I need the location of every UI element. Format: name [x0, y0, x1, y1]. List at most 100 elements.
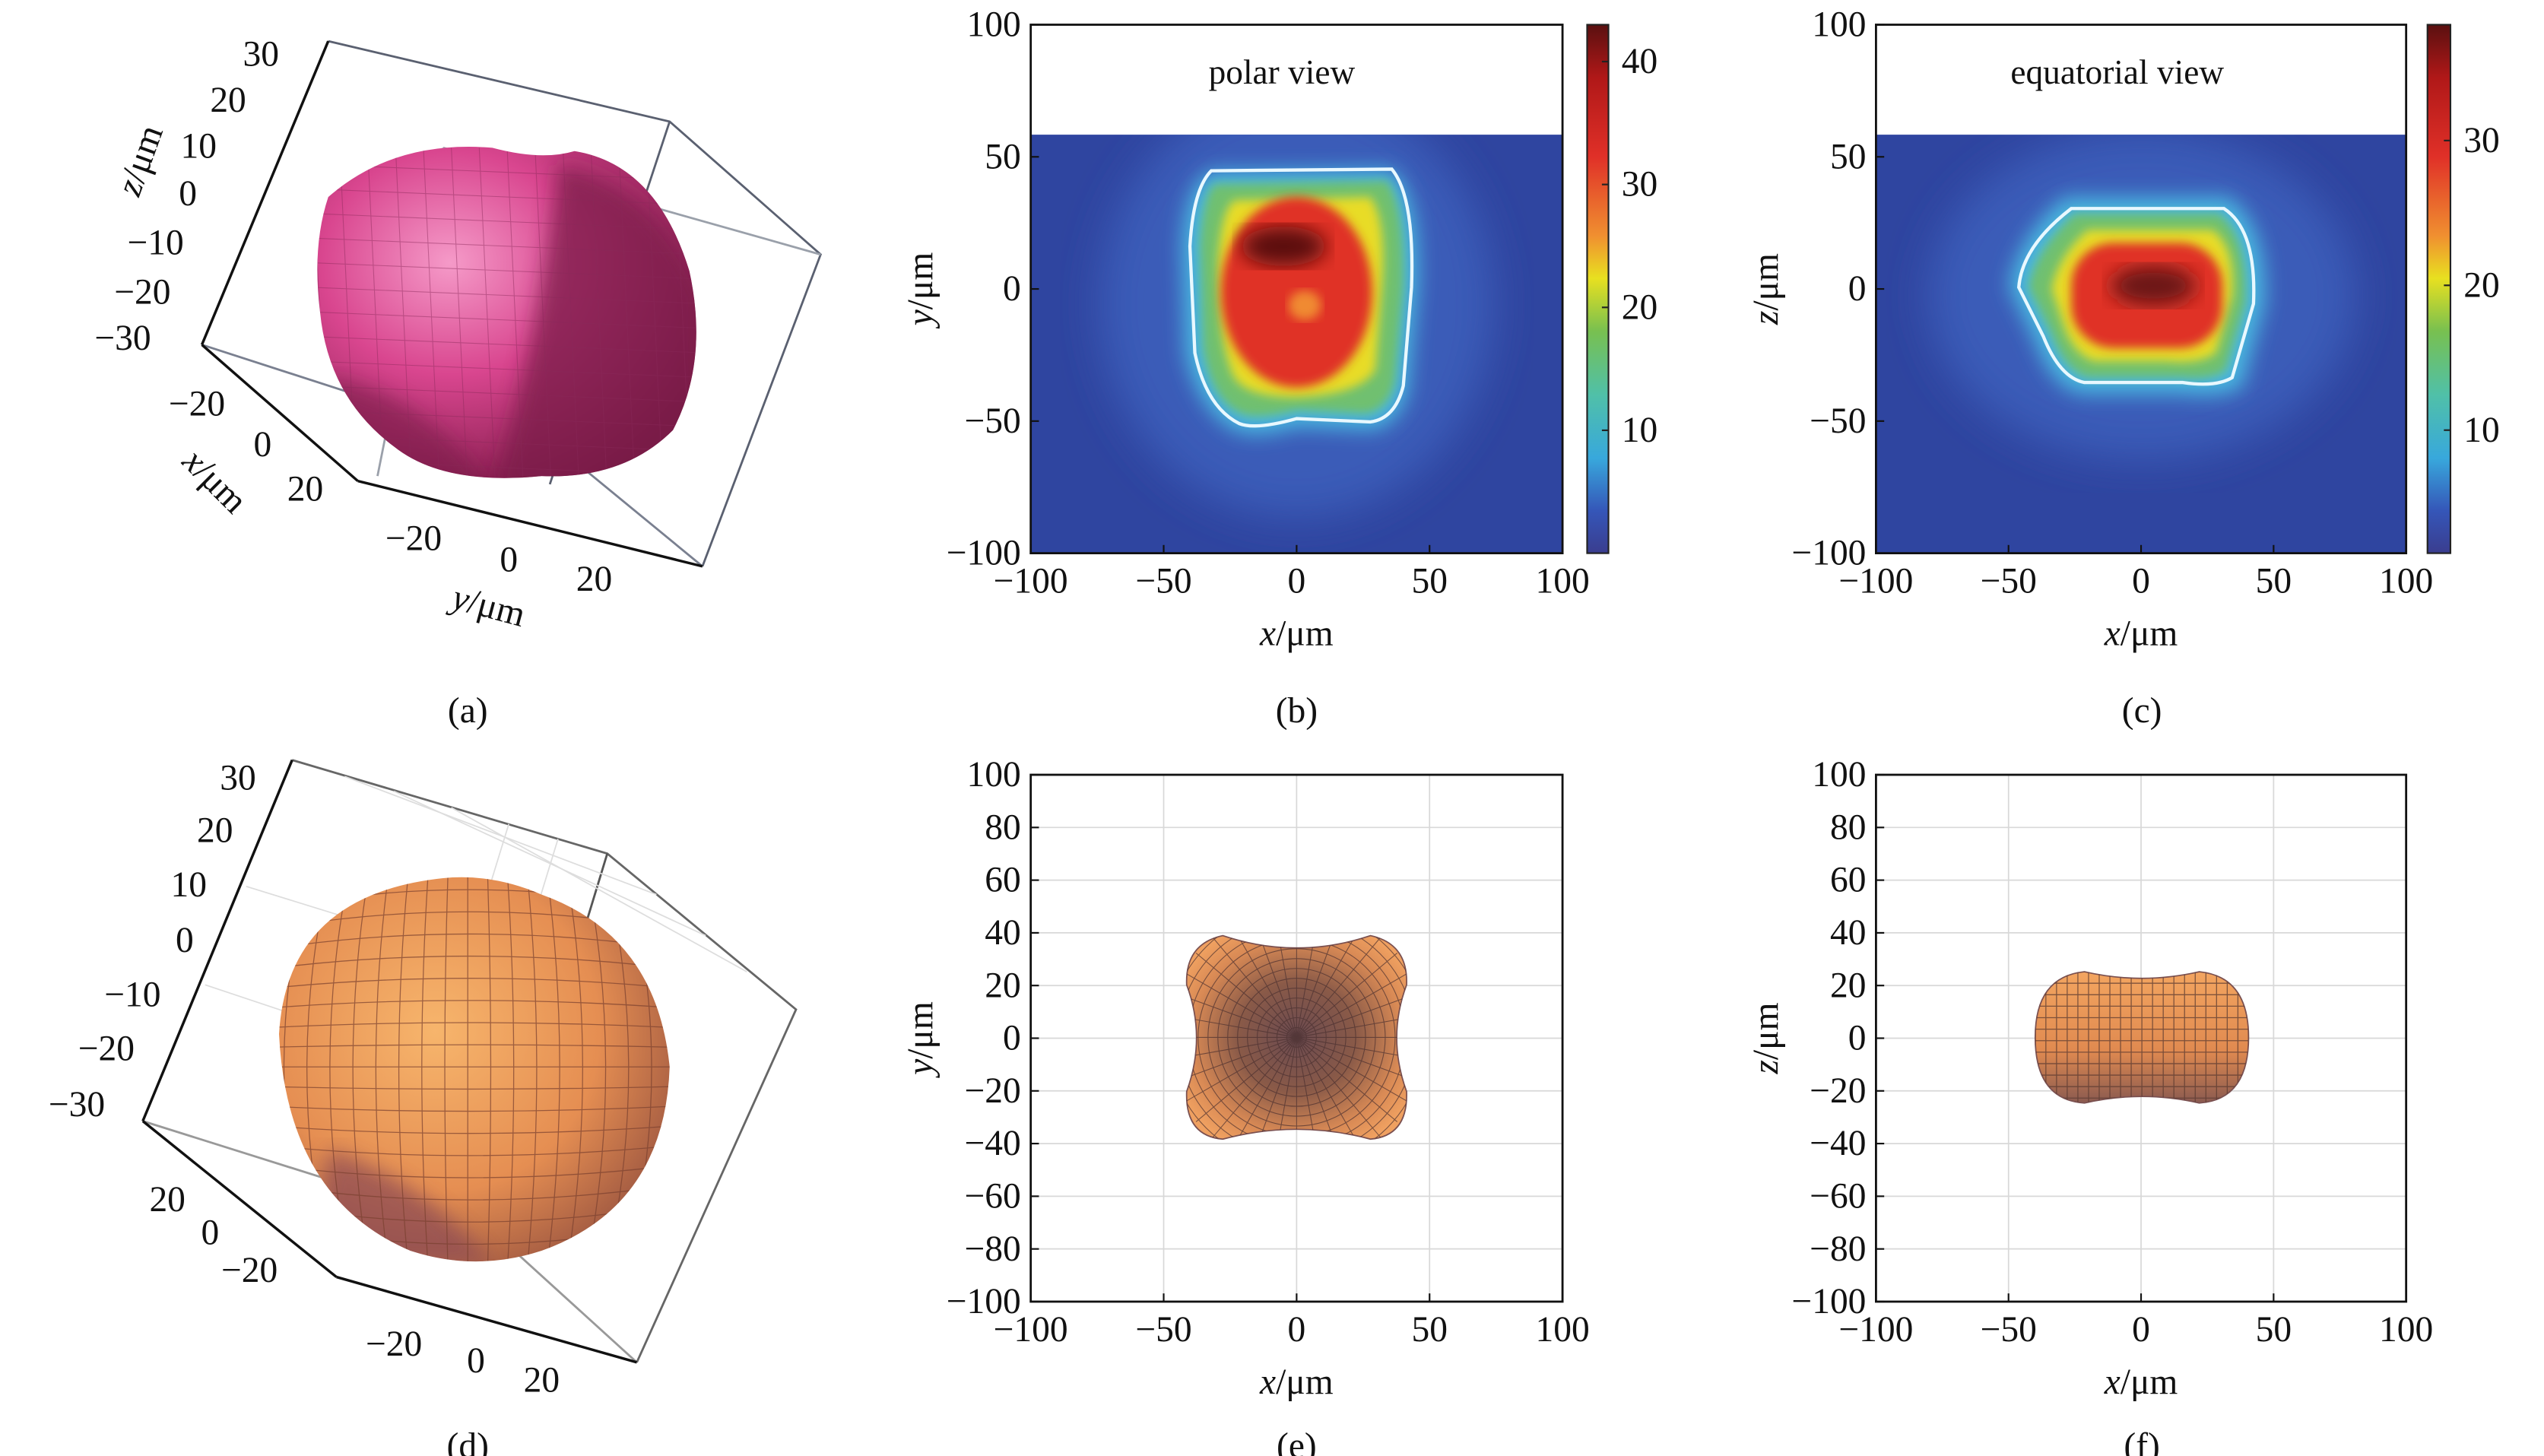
x-tick-label: −50	[1135, 561, 1191, 601]
colorbar-tick-label: 10	[1622, 411, 1657, 450]
mesh-line	[1186, 991, 1297, 1038]
mesh-line	[1217, 958, 1376, 1117]
x-axis-label-var: x	[1259, 1362, 1276, 1402]
y-tick-label: 50	[1830, 137, 1866, 176]
x-tick-label: 0	[2132, 561, 2150, 601]
panel-e-projection: −100 −50 0 50 100 100 80 60 40 20 0 −20 −40 −60 −80 −10…	[901, 755, 1590, 1402]
mesh-line	[367, 148, 385, 478]
mesh-line	[317, 360, 696, 379]
y-tick-label: 100	[966, 5, 1020, 45]
mesh-line	[562, 148, 580, 478]
colorbar-tick-label: 40	[1622, 42, 1657, 81]
y-tick-label: 0	[1003, 269, 1021, 309]
y-tick-label: 100	[1812, 755, 1866, 795]
z-tick-label: 0	[176, 921, 194, 960]
z-tick-label: 10	[171, 865, 207, 905]
mesh-line	[317, 262, 696, 280]
x-axis-label: x/μm	[2104, 614, 2178, 653]
y-tick-label: −100	[1791, 1282, 1866, 1321]
x-tick-label: −100	[994, 561, 1068, 601]
mesh-line	[566, 877, 583, 1262]
y-tick-label: −60	[964, 1176, 1020, 1216]
mesh-line	[278, 1165, 670, 1178]
x-tick-label: 20	[287, 470, 323, 509]
z-tick-label: −10	[104, 975, 160, 1014]
x-tick-label: 100	[1535, 561, 1589, 601]
mesh-line	[278, 1044, 670, 1048]
mesh-line	[312, 484, 706, 501]
y-axis-label-unit: /μm	[1746, 1002, 1786, 1060]
y-tick-label: 0	[1848, 269, 1867, 309]
x-tick-label: 0	[254, 425, 272, 465]
mesh-line	[1211, 936, 1297, 1038]
mesh-line	[1273, 1037, 1297, 1140]
x-tick-label: 50	[2256, 1310, 2292, 1350]
annotation-equatorial-view: equatorial view	[2010, 53, 2224, 91]
caption-d: (d)	[447, 1426, 489, 1456]
mesh-line	[1237, 978, 1356, 1097]
panel-c-heatmap: equatorial view −100 −50 0 50 100−100−500501…	[1746, 5, 2500, 654]
colorbar	[2426, 24, 2452, 554]
x-tick-label: 50	[2256, 561, 2292, 601]
y-tick-label: 20	[524, 1361, 560, 1400]
mesh-line	[487, 877, 492, 1262]
x-axis-label-unit: /μm	[1276, 1362, 1334, 1402]
y-tick-label: 0	[1848, 1019, 1867, 1058]
box-edge-back	[328, 40, 823, 567]
mesh-line	[618, 148, 636, 478]
y-axis-label: y/μm	[901, 1001, 941, 1078]
mesh-line	[1296, 952, 1398, 1038]
z-axis-label-unit: /μm	[114, 120, 171, 188]
mesh-line	[317, 336, 696, 354]
z-tick-label: −20	[114, 272, 170, 312]
y-axis-label: y/μm	[901, 252, 941, 329]
mesh-line	[546, 877, 560, 1262]
x-tick-label: 0	[2132, 1310, 2150, 1350]
z-tick-label: −20	[78, 1029, 135, 1069]
mesh-line	[278, 1022, 670, 1029]
y-tick-label: 0	[467, 1341, 485, 1381]
z-tick-label: 10	[180, 126, 216, 166]
y-tick-label: −80	[1810, 1229, 1866, 1269]
mesh-line	[1296, 1036, 1407, 1083]
x-tick-label: 100	[2379, 1310, 2433, 1350]
z-tick-label: 30	[243, 34, 278, 74]
x-tick-label: −100	[1838, 561, 1913, 601]
y-tick-label: 40	[985, 913, 1020, 953]
mesh-line	[317, 188, 696, 206]
mesh-line	[1207, 948, 1386, 1127]
y-tick-label: −60	[1810, 1176, 1866, 1216]
x-axis-label: x/μm	[1259, 614, 1334, 653]
mesh-line	[317, 410, 696, 427]
mesh-line	[526, 877, 538, 1262]
y-axis-label-var: z	[1746, 311, 1786, 325]
y-tick-label: −100	[1791, 534, 1866, 573]
y-tick-label: −40	[1810, 1124, 1866, 1163]
mesh-line	[1195, 952, 1297, 1038]
x-tick-label: −50	[1981, 561, 2037, 601]
y-tick-label: 40	[1830, 913, 1866, 953]
mesh-line	[1296, 936, 1381, 1038]
x-tick-label: −20	[221, 1251, 278, 1290]
x-axis-label-var: x	[2104, 614, 2121, 653]
mesh-line	[278, 955, 670, 969]
y-tick-label: 80	[985, 807, 1020, 847]
y-tick-label: −50	[1810, 401, 1866, 441]
y-tick-label: 60	[1830, 861, 1866, 900]
mesh-line	[1296, 935, 1363, 1038]
y-tick-label: 20	[1830, 966, 1866, 1005]
mesh-line	[278, 1125, 670, 1134]
x-tick-label: 50	[1411, 1310, 1447, 1350]
heatmap-field	[1099, 135, 1494, 518]
z-tick-label: 20	[210, 81, 246, 120]
y-axis-line	[357, 479, 703, 568]
axes-3d	[200, 40, 703, 568]
colorbar-tick-label: 20	[2463, 265, 2499, 305]
mesh-line	[590, 148, 608, 478]
mesh-line	[1276, 1017, 1317, 1058]
x-tick-label: 50	[1411, 561, 1447, 601]
axes-e: −100 −50 0 50 100 100 80 60 40 20 0 −20 −40 −60 −80 −10…	[901, 755, 1590, 1402]
cell-surface-orange	[278, 877, 670, 1262]
y-tick-label: −80	[964, 1229, 1020, 1269]
x-tick-label: −50	[1135, 1310, 1191, 1350]
